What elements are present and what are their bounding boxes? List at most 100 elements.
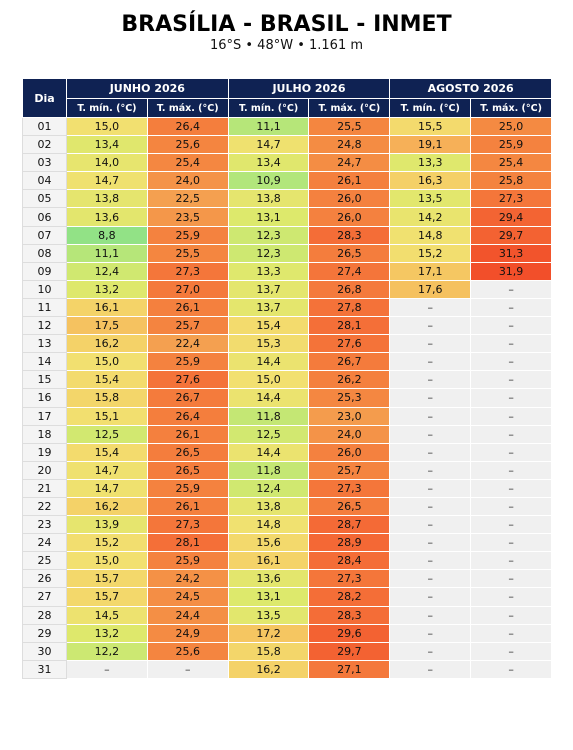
temperature-cell: 14,4 [227,388,310,408]
temperature-cell: 28,3 [308,605,391,625]
temperature-cell: 24,8 [308,135,391,155]
temperature-cell: 25,9 [146,352,229,372]
temperature-cell: 24,5 [146,587,229,607]
table-row: 19 15,4 26,5 14,4 26,0– – [22,442,552,462]
temperature-cell: – [389,551,472,571]
month-header: AGOSTO 2026 [389,78,552,99]
day-cell: 01 [22,116,67,137]
temperature-cell: 26,0 [308,207,391,227]
temperature-cell: 25,0 [470,116,552,137]
temperature-cell: – [389,478,472,498]
temperature-cell: – [389,334,472,354]
temperature-cell: – [470,406,552,426]
day-cell: 02 [22,135,67,155]
temperature-cell: 29,7 [470,225,552,245]
table-body: 01 15,0 26,4 11,1 25,5 15,5 25,0 02 13,4 25,6 14,7… [22,116,552,679]
temperature-cell: 27,6 [308,334,391,354]
table-row: 13 16,2 22,4 15,3 27,6– – [22,334,552,354]
temperature-cell: 27,6 [146,370,229,390]
temperature-cell: 15,7 [66,569,148,589]
temperature-cell: 24,7 [308,153,391,173]
day-cell: 04 [22,171,67,191]
table-row: 04 14,7 24,0 10,9 26,1 16,3 25,8 [22,171,552,191]
table-row: 02 13,4 25,6 14,7 24,8 19,1 25,9 [22,135,552,155]
table-row: 15 15,4 27,6 15,0 26,2– – [22,370,552,390]
temperature-cell: 26,1 [146,297,229,318]
temperature-cell: – [389,424,472,444]
temperature-cell: 25,9 [470,135,552,155]
temperature-cell: 16,1 [66,297,148,318]
subheader-row: T. mín. (°C) T. máx. (°C) T. mín. (°C) T. m… [23,98,552,118]
temperature-cell: 11,8 [227,406,310,426]
temperature-cell: 13,2 [66,279,148,299]
temperature-cell: 8,8 [66,225,148,245]
title: BRASÍLIA - BRASIL - INMET [121,12,452,37]
temperature-cell: 13,4 [227,153,310,173]
table-row: 11 16,1 26,1 13,7 27,8– – [22,297,552,318]
temperature-cell: 14,0 [66,153,148,173]
temperature-cell: 13,7 [227,297,310,318]
temperature-cell: 25,4 [146,153,229,173]
temperature-cell: 14,7 [227,135,310,155]
column-header: T. máx. (°C) [470,98,552,118]
temperature-cell: 11,1 [66,243,148,263]
temperature-cell: 15,4 [66,370,148,390]
table-row: 30 12,2 25,6 15,8 29,7– – [22,641,552,661]
temperature-cell: 19,1 [389,135,472,155]
column-header: T. mín. (°C) [227,98,310,118]
temperature-cell: – [389,370,472,390]
temperature-cell: 29,4 [470,207,552,227]
table-row: 27 15,7 24,5 13,1 28,2– – [22,587,552,607]
table-row: 26 15,7 24,2 13,6 27,3– – [22,569,552,589]
day-cell: 22 [22,496,67,517]
temperature-cell: 29,7 [308,641,391,661]
temperature-cell: 26,1 [146,424,229,444]
table-row: 25 15,0 25,9 16,1 28,4– – [22,551,552,571]
temperature-cell: 24,0 [308,424,391,444]
temperature-cell: – [146,659,229,679]
temperature-cell: 15,5 [389,116,472,137]
day-cell: 14 [22,352,67,372]
temperature-cell: – [389,496,472,517]
day-cell: 11 [22,297,67,318]
temperature-cell: 11,1 [227,116,310,137]
temperature-cell: 12,2 [66,641,148,661]
temperature-cell: – [389,623,472,643]
temperature-cell: 14,5 [66,605,148,625]
temperature-cell: 14,8 [389,225,472,245]
day-cell: 26 [22,569,67,589]
temperature-cell: 12,4 [66,261,148,281]
temperature-cell: 13,7 [227,279,310,299]
temperature-cell: 15,8 [227,641,310,661]
temperature-cell: 12,5 [66,424,148,444]
temperature-cell: 22,4 [146,334,229,354]
day-cell: 28 [22,605,67,625]
day-cell: 08 [22,243,67,263]
temperature-cell: – [470,515,552,535]
temperature-cell: – [470,605,552,625]
table-row: 12 17,5 25,7 15,4 28,1– – [22,316,552,336]
temperature-cell: 15,0 [227,370,310,390]
temperature-cell: 27,0 [146,279,229,299]
table-row: 14 15,0 25,9 14,4 26,7– – [22,352,552,372]
temperature-cell: 25,5 [308,116,391,137]
corner-header: Dia [22,78,67,118]
temperature-cell: 25,5 [146,243,229,263]
temperature-cell: 14,4 [227,352,310,372]
temperature-cell: 25,7 [146,316,229,336]
temperature-cell: – [470,587,552,607]
temperature-cell: 27,3 [308,478,391,498]
temperature-cell: 14,2 [389,207,472,227]
day-cell: 09 [22,261,67,281]
temperature-cell: – [389,352,472,372]
temperature-cell: 10,9 [227,171,310,191]
temperature-cell: 13,4 [66,135,148,155]
temperature-cell: 28,3 [308,225,391,245]
temperature-cell: – [470,659,552,679]
temperature-cell: 27,3 [470,189,552,209]
temperature-cell: 13,6 [66,207,148,227]
temperature-cell: – [470,297,552,318]
temperature-cell: – [389,316,472,336]
temperature-cell: 14,7 [66,171,148,191]
header-row: Dia JUNHO 2026 JULHO 2026 AGOSTO 2026 [22,78,552,118]
